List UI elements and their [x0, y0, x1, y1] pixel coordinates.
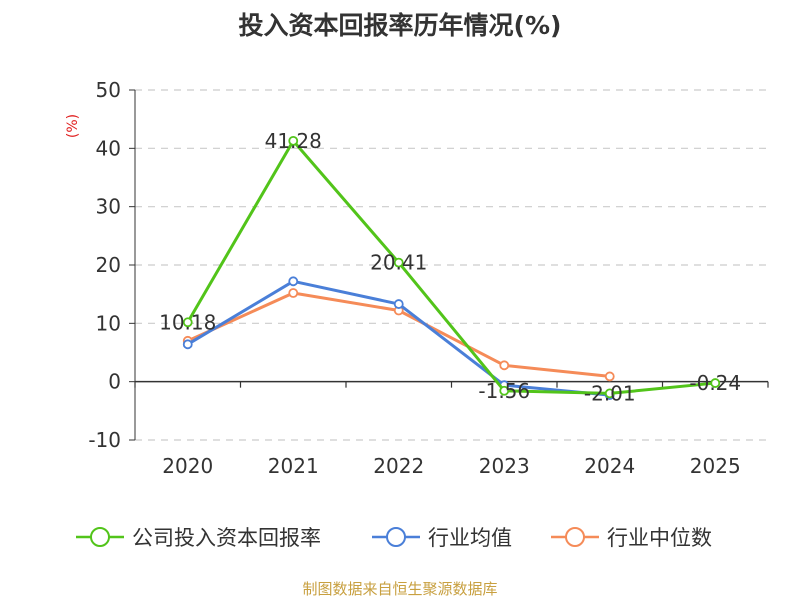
data-point-industry_median	[499, 360, 510, 371]
data-point-company	[393, 257, 404, 268]
series-line-company	[186, 139, 716, 395]
y-tick-label: 20	[96, 253, 121, 277]
data-label: -0.24	[689, 371, 741, 395]
data-point-company	[288, 135, 299, 146]
y-tick-label: 30	[96, 195, 121, 219]
legend-marker	[90, 527, 110, 547]
data-point-industry_median	[288, 288, 299, 298]
y-axis-label: (%)	[65, 114, 81, 138]
data-point-industry_avg	[182, 339, 193, 350]
y-tick-label: 50	[96, 78, 121, 102]
y-tick-label: 40	[96, 136, 121, 160]
legend-label: 行业均值	[428, 526, 512, 550]
source-note: 制图数据来自恒生聚源数据库	[302, 580, 498, 598]
x-tick-label: 2025	[690, 454, 741, 478]
legend-item-company: 公司投入资本回报率	[76, 526, 321, 550]
x-tick-label: 2021	[268, 454, 319, 478]
series-layer	[182, 135, 721, 400]
x-tick-label: 2020	[162, 454, 213, 478]
axis-layer: 50 40 30 20 10 0 -10 2020 2021 2022 2023 2024 2025 (%…	[65, 78, 769, 478]
x-tick-label: 2024	[584, 454, 635, 478]
y-tick-label: -10	[88, 428, 121, 452]
legend-marker	[386, 527, 406, 547]
data-point-company	[499, 385, 510, 396]
legend-item-industry_avg: 行业均值	[372, 526, 512, 550]
data-point-industry_avg	[393, 299, 404, 309]
chart-title: 投入资本回报率历年情况(%)	[238, 11, 562, 40]
data-point-industry_median	[604, 371, 615, 382]
y-tick-label: 10	[96, 311, 121, 335]
data-label: 41.28	[265, 129, 322, 153]
legend-item-industry_median: 行业中位数	[551, 526, 712, 550]
data-point-company	[710, 378, 721, 388]
y-tick-label: 0	[108, 370, 121, 394]
series-line-industry_avg	[186, 279, 610, 397]
legend-marker	[565, 527, 585, 547]
x-tick-label: 2022	[373, 454, 424, 478]
legend-label: 公司投入资本回报率	[132, 526, 321, 550]
label-layer: 10.18 41.28 20.41 -1.56 -2.01 -0.24	[159, 129, 741, 406]
data-label: 20.41	[370, 251, 427, 275]
data-label: 10.18	[159, 310, 216, 334]
x-tick-label: 2023	[479, 454, 530, 478]
legend-label: 行业中位数	[607, 526, 712, 550]
data-point-industry_avg	[288, 276, 299, 287]
data-label: -1.56	[478, 379, 530, 403]
data-point-company	[604, 388, 615, 399]
legend: 公司投入资本回报率 行业均值 行业中位数	[76, 526, 712, 550]
data-label: -2.01	[584, 381, 636, 405]
data-point-company	[182, 317, 193, 328]
grid-layer	[135, 89, 768, 441]
